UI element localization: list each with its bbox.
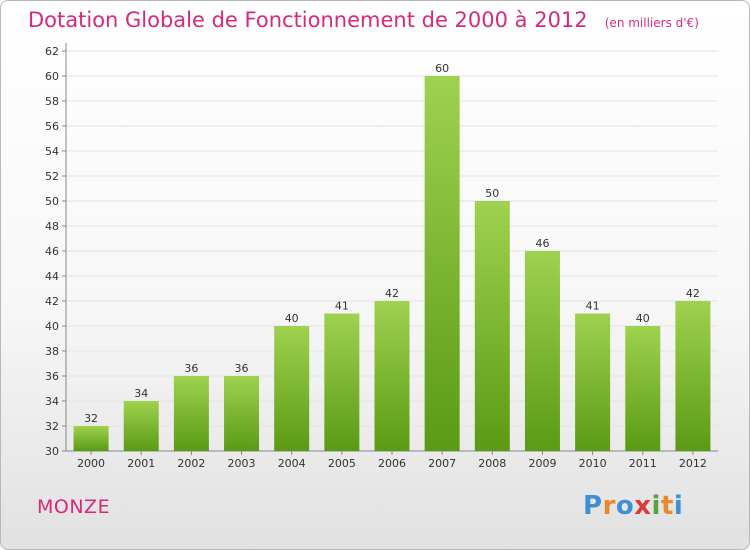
bar-value-label: 36: [235, 362, 249, 375]
x-tick-label: 2007: [428, 457, 456, 470]
y-tick-label: 32: [45, 420, 59, 433]
y-tick-label: 52: [45, 170, 59, 183]
logo-letter: o: [615, 491, 635, 521]
bar: [173, 376, 209, 451]
bar: [424, 76, 460, 451]
logo-letter: t: [660, 491, 674, 521]
y-tick-label: 38: [45, 345, 59, 358]
y-tick-label: 30: [45, 445, 59, 458]
y-tick-label: 62: [45, 45, 59, 58]
y-tick-label: 60: [45, 70, 59, 83]
bar-value-label: 32: [84, 412, 98, 425]
bar-value-label: 36: [184, 362, 198, 375]
x-tick-label: 2002: [177, 457, 205, 470]
bar: [123, 401, 159, 451]
y-tick-label: 40: [45, 320, 59, 333]
logo-letter: i: [673, 491, 684, 521]
logo-letter: x: [634, 491, 652, 521]
bar: [274, 326, 310, 451]
x-tick-label: 2008: [478, 457, 506, 470]
bar-value-label: 41: [335, 300, 349, 313]
bar-value-label: 50: [485, 187, 499, 200]
bar-value-label: 42: [686, 287, 700, 300]
x-tick-label: 2012: [679, 457, 707, 470]
y-tick-label: 44: [45, 270, 59, 283]
y-tick-label: 56: [45, 120, 59, 133]
y-tick-label: 36: [45, 370, 59, 383]
bar: [73, 426, 109, 451]
unit-text: (en milliers d'€): [604, 16, 699, 30]
bar: [474, 201, 510, 451]
x-tick-label: 2003: [228, 457, 256, 470]
bar-value-label: 40: [285, 312, 299, 325]
y-tick-label: 58: [45, 95, 59, 108]
bar-value-label: 41: [586, 300, 600, 313]
x-tick-label: 2006: [378, 457, 406, 470]
bar: [575, 313, 611, 451]
x-tick-label: 2001: [127, 457, 155, 470]
bar: [324, 313, 360, 451]
x-tick-label: 2009: [528, 457, 556, 470]
bar: [675, 301, 711, 451]
title-text: Dotation Globale de Fonctionnement de 20…: [28, 8, 588, 32]
logo-letter: P: [583, 491, 603, 521]
bar: [625, 326, 661, 451]
proxiti-logo: Proxiti: [583, 491, 683, 521]
logo-letter: i: [651, 491, 661, 521]
bar-value-label: 60: [435, 62, 449, 75]
bar-value-label: 40: [636, 312, 650, 325]
bar-value-label: 34: [134, 387, 148, 400]
commune-name: MONZE: [37, 496, 111, 518]
y-tick-label: 42: [45, 295, 59, 308]
y-tick-label: 54: [45, 145, 59, 158]
logo-letter: r: [602, 491, 616, 521]
chart-title: Dotation Globale de Fonctionnement de 20…: [28, 8, 699, 32]
y-tick-label: 50: [45, 195, 59, 208]
y-tick-label: 46: [45, 245, 59, 258]
y-tick-label: 34: [45, 395, 59, 408]
bar: [524, 251, 560, 451]
bar-value-label: 42: [385, 287, 399, 300]
x-tick-label: 2010: [579, 457, 607, 470]
x-tick-label: 2000: [77, 457, 105, 470]
bar: [224, 376, 260, 451]
x-tick-label: 2004: [278, 457, 306, 470]
bar-value-label: 46: [535, 237, 549, 250]
x-tick-label: 2011: [629, 457, 657, 470]
x-tick-label: 2005: [328, 457, 356, 470]
y-tick-label: 48: [45, 220, 59, 233]
bar: [374, 301, 410, 451]
